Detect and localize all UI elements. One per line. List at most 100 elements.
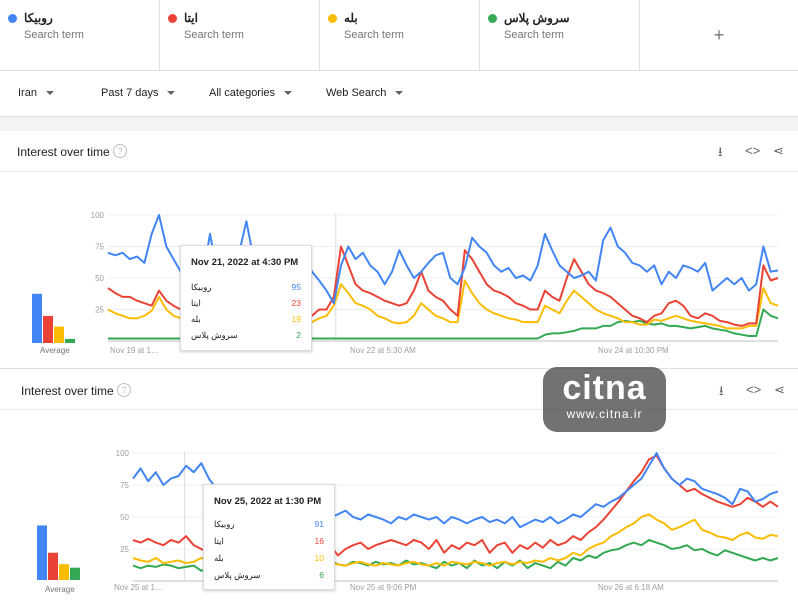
series-color-dot: [328, 14, 337, 23]
search-term-label: Search term: [504, 29, 564, 41]
help-circle-icon[interactable]: ?: [113, 144, 127, 158]
average-bar: [54, 326, 64, 343]
y-tick-label: 75: [95, 243, 104, 252]
search-term-2[interactable]: ایتا Search term: [160, 0, 320, 70]
download-icon[interactable]: ⭳: [719, 383, 724, 398]
average-bar: [43, 315, 53, 343]
tooltip-row: بله 10: [214, 553, 324, 564]
tooltip-row: سروش پلاس 6: [214, 570, 324, 581]
average-bar: [59, 564, 69, 580]
category-value: All categories: [209, 87, 276, 99]
search-term-name: ایتا: [184, 11, 198, 25]
add-term-button[interactable]: +: [640, 0, 798, 70]
search-term-label: Search term: [344, 29, 404, 41]
search-terms-bar: روبیکا Search term ایتا Search term بله …: [0, 0, 798, 71]
tooltip-row: روبیکا 95: [191, 282, 301, 293]
embed-code-icon[interactable]: <>: [745, 143, 761, 158]
region-value: Iran: [18, 87, 37, 99]
series-color-dot: [8, 14, 17, 23]
caret-down-icon: [284, 91, 293, 96]
x-tick-label: Nov 26 at 6:18 AM: [598, 583, 664, 592]
tooltip-value: 6: [319, 570, 324, 580]
caret-down-icon: [395, 91, 404, 96]
category-dropdown[interactable]: All categories: [209, 87, 293, 99]
search-type-value: Web Search: [326, 87, 387, 99]
tooltip-value: 10: [314, 553, 324, 563]
caret-down-icon: [45, 91, 54, 96]
tooltip-series-name: بله: [191, 314, 201, 324]
tooltip-value: 2: [296, 330, 301, 340]
share-icon[interactable]: ⋖: [774, 382, 785, 397]
tooltip-series-name: ایتا: [191, 298, 201, 308]
tooltip-value: 91: [314, 519, 324, 529]
plus-icon: +: [713, 24, 725, 45]
average-label: Average: [40, 346, 70, 355]
line-chart-2: 100 75 50 25 Nov 25 at 1… Nov 25 at 9:06 PM No…: [37, 449, 779, 592]
chart-tooltip-1: Nov 21, 2022 at 4:30 PM روبیکا 95 ایتا 23 …: [180, 245, 312, 351]
average-bar: [48, 552, 58, 580]
tooltip-value: 19: [291, 314, 301, 324]
search-type-dropdown[interactable]: Web Search: [326, 87, 404, 99]
search-term-name: سروش پلاس: [504, 11, 570, 25]
y-tick-label: 25: [120, 545, 129, 554]
time-range-value: Past 7 days: [101, 87, 159, 99]
average-bar: [32, 293, 42, 343]
y-tick-label: 50: [95, 274, 104, 283]
citna-watermark-logo: citna www.citna.ir: [543, 367, 666, 432]
search-term-label: Search term: [24, 29, 84, 41]
average-bar: [70, 567, 80, 580]
region-dropdown[interactable]: Iran: [18, 87, 54, 99]
share-icon[interactable]: ⋖: [773, 143, 784, 158]
tooltip-row: ایتا 23: [191, 298, 301, 309]
tooltip-value: 16: [314, 536, 324, 546]
filter-bar: Iran Past 7 days All categories Web Sear…: [0, 70, 798, 117]
line-chart-1: 100 75 50 25 Nov 19 at 1… Nov 22 at 5:30 AM No…: [32, 211, 779, 355]
tooltip-date: Nov 25, 2022 at 1:30 PM: [214, 496, 322, 507]
download-icon[interactable]: ⭳: [718, 144, 723, 159]
chart-tooltip-2: Nov 25, 2022 at 1:30 PM روبیکا 91 ایتا 16 …: [203, 484, 335, 590]
search-term-4[interactable]: سروش پلاس Search term: [480, 0, 640, 70]
card-title: Interest over time: [17, 145, 110, 159]
y-tick-label: 25: [95, 306, 104, 315]
tooltip-series-name: سروش پلاس: [214, 570, 261, 580]
tooltip-value: 23: [291, 298, 301, 308]
tooltip-series-name: بله: [214, 553, 224, 563]
time-range-dropdown[interactable]: Past 7 days: [101, 87, 176, 99]
search-term-name: بله: [344, 11, 358, 25]
y-tick-label: 100: [116, 449, 130, 458]
series-color-dot: [168, 14, 177, 23]
tooltip-row: بله 19: [191, 314, 301, 325]
y-tick-label: 50: [120, 513, 129, 522]
tooltip-date: Nov 21, 2022 at 4:30 PM: [191, 257, 299, 268]
x-tick-label: Nov 22 at 5:30 AM: [350, 346, 416, 355]
tooltip-series-name: روبیکا: [214, 519, 235, 529]
watermark-logo-text: citna: [562, 369, 647, 407]
watermark-url: www.citna.ir: [566, 407, 643, 421]
tooltip-series-name: روبیکا: [191, 282, 212, 292]
caret-down-icon: [167, 91, 176, 96]
search-term-label: Search term: [184, 29, 244, 41]
tooltip-row: ایتا 16: [214, 536, 324, 547]
x-tick-label: Nov 25 at 9:06 PM: [350, 583, 417, 592]
tooltip-row: روبیکا 91: [214, 519, 324, 530]
average-bar: [65, 338, 75, 343]
average-label: Average: [45, 585, 75, 594]
help-circle-icon[interactable]: ?: [117, 383, 131, 397]
tooltip-series-name: ایتا: [214, 536, 224, 546]
search-term-3[interactable]: بله Search term: [320, 0, 480, 70]
card-title: Interest over time: [21, 384, 114, 398]
card-header: Interest over time ? ⭳ <> ⋖: [0, 131, 798, 172]
tooltip-row: سروش پلاس 2: [191, 330, 301, 341]
section-divider: [0, 117, 798, 131]
x-tick-label: Nov 25 at 1…: [114, 583, 163, 592]
embed-code-icon[interactable]: <>: [746, 382, 762, 397]
y-tick-label: 100: [91, 211, 105, 220]
y-tick-label: 75: [120, 481, 129, 490]
series-color-dot: [488, 14, 497, 23]
tooltip-value: 95: [291, 282, 301, 292]
x-tick-label: Nov 19 at 1…: [110, 346, 159, 355]
x-tick-label: Nov 24 at 10:30 PM: [598, 346, 669, 355]
search-term-name: روبیکا: [24, 11, 53, 25]
search-term-1[interactable]: روبیکا Search term: [0, 0, 160, 70]
card-header: Interest over time ? ⭳ <> ⋖: [0, 369, 798, 410]
